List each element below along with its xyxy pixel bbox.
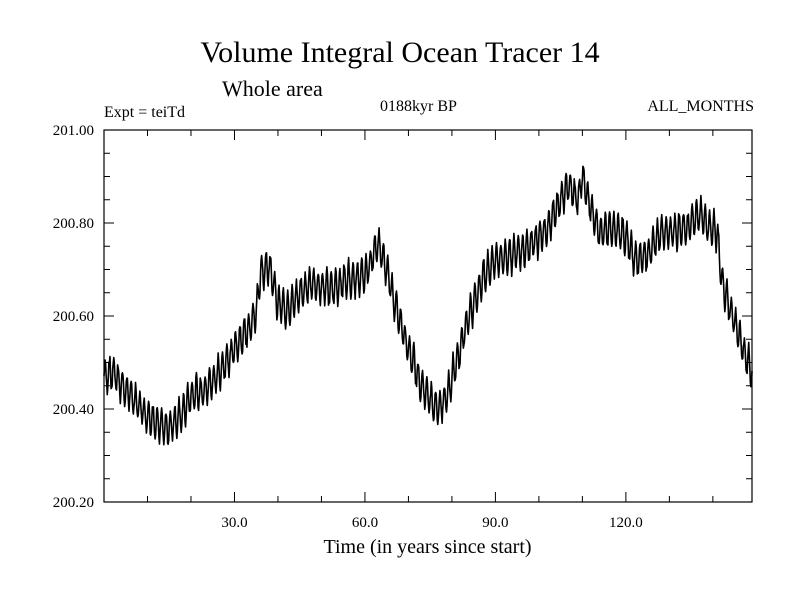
chart-title: Volume Integral Ocean Tracer 14: [200, 36, 600, 69]
y-tick-label: 200.60: [53, 309, 94, 325]
x-axis-title: Time (in years since start): [323, 536, 532, 558]
x-tick-label: 90.0: [482, 515, 508, 531]
plot-frame: [103, 129, 753, 503]
experiment-label: Expt = teiTd: [104, 104, 186, 121]
x-tick-label: 120.0: [609, 515, 643, 531]
months-label: ALL_MONTHS: [647, 98, 754, 115]
series-line: [103, 165, 753, 446]
x-tick-label: 30.0: [221, 515, 247, 531]
y-tick-label: 200.80: [53, 216, 94, 232]
chart-subtitle: Whole area: [222, 76, 323, 101]
y-tick-label: 200.40: [53, 402, 94, 418]
y-tick-label: 201.00: [53, 123, 94, 139]
x-tick-label: 60.0: [352, 515, 378, 531]
y-tick-label: 200.20: [53, 495, 94, 511]
period-label: 0188kyr BP: [380, 98, 457, 115]
